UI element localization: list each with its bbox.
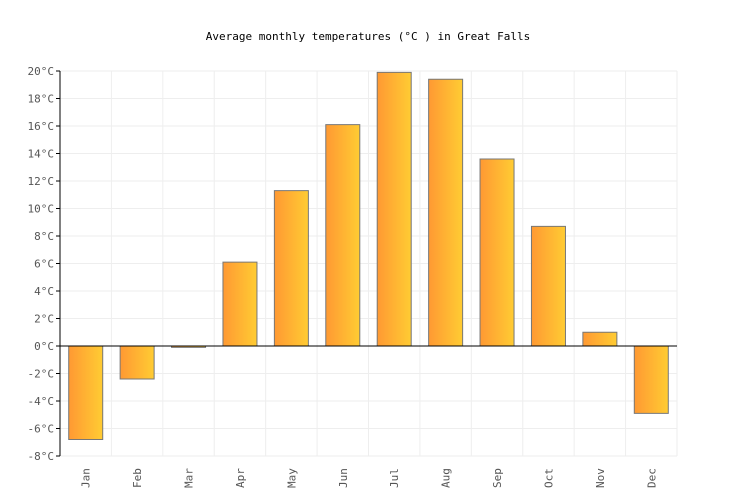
y-tick-label: 0°C [34, 340, 54, 353]
x-tick-label: Jun [337, 468, 350, 488]
bar-oct [530, 225, 566, 347]
x-tick-label: Apr [234, 468, 247, 488]
y-tick-label: 8°C [34, 230, 54, 243]
y-tick-label: 18°C [28, 93, 55, 106]
x-tick-label: Feb [131, 468, 144, 488]
axes: -8°C -6°C -4°C -2°C 0°C 2°C 4°C 6°C 8°C 10°C 12°C 1… [28, 65, 677, 488]
chart-title: Average monthly temperatures (°C ) in Gr… [206, 30, 531, 43]
y-tick-label: 14°C [28, 148, 55, 161]
y-tick-label: -2°C [28, 368, 55, 381]
x-tick-label: Nov [594, 468, 607, 488]
x-tick-label: Oct [542, 468, 555, 488]
x-tick-label: Sep [491, 468, 504, 488]
bar-jan [68, 345, 104, 440]
x-tick-label: Jul [388, 468, 401, 488]
x-tick-label: Aug [440, 468, 453, 488]
bar-apr [222, 261, 258, 347]
bars [68, 71, 669, 440]
bar-feb [119, 345, 155, 380]
x-tick-label: Jan [80, 468, 93, 488]
bar-sep [479, 158, 515, 347]
y-tick-label: 12°C [28, 175, 55, 188]
bar-nov [582, 331, 618, 347]
y-tick-label: -4°C [28, 395, 55, 408]
y-tick-label: 4°C [34, 285, 54, 298]
y-tick-label: -8°C [28, 450, 55, 463]
bar-may [273, 190, 309, 347]
bar-jul [376, 71, 412, 347]
grid [59, 70, 678, 457]
x-tick-label: Mar [183, 468, 196, 488]
y-tick-label: 2°C [34, 313, 54, 326]
x-tick-label: Dec [645, 468, 658, 488]
x-tick-label: May [285, 468, 298, 488]
y-tick-label: 6°C [34, 258, 54, 271]
bar-jun [325, 124, 361, 347]
y-tick-label: 20°C [28, 65, 55, 78]
y-tick-label: 16°C [28, 120, 55, 133]
y-tick-label: -6°C [28, 423, 55, 436]
y-tick-label: 10°C [28, 203, 55, 216]
bar-dec [633, 345, 669, 414]
bar-aug [428, 78, 464, 347]
